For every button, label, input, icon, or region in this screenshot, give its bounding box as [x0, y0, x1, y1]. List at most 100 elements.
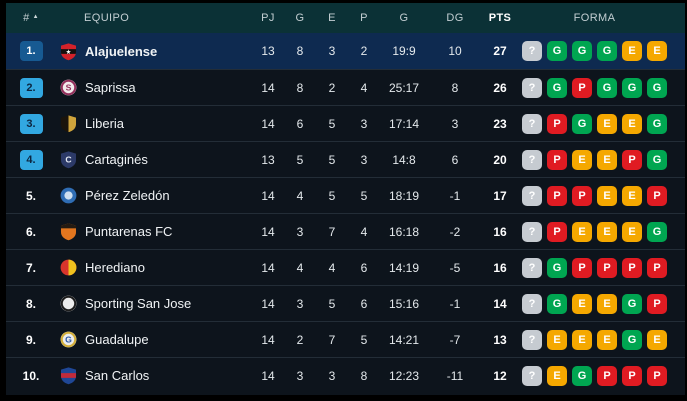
cell-pts: 12 [493, 368, 507, 383]
team-name[interactable]: Alajuelense [85, 43, 158, 59]
form-result-badge[interactable]: P [622, 257, 642, 278]
form-result-badge[interactable]: P [547, 113, 567, 134]
form-result-badge[interactable]: E [647, 329, 667, 350]
table-row[interactable]: 6. Puntarenas FC 14 3 7 4 16:18 -2 16 ? P… [6, 213, 685, 249]
team-name[interactable]: Herediano [85, 260, 145, 275]
form-result-badge[interactable]: G [647, 221, 667, 242]
form-cell: ? P E E E G [518, 221, 685, 242]
column-header-position[interactable]: # ▲ [6, 12, 56, 24]
form-result-badge[interactable]: E [622, 185, 642, 206]
team-name[interactable]: Puntarenas FC [85, 224, 173, 239]
form-result-badge[interactable]: E [622, 41, 642, 61]
form-upcoming-badge[interactable]: ? [522, 221, 542, 242]
form-result-badge[interactable]: G [597, 41, 617, 61]
form-result-badge[interactable]: P [547, 221, 567, 242]
team-name[interactable]: San Carlos [85, 368, 150, 383]
table-row[interactable]: 2. S Saprissa 14 8 2 4 25:17 8 26 ? G P G G G [6, 69, 685, 105]
cell-goles: 17:14 [388, 116, 420, 131]
form-result-badge[interactable]: G [547, 77, 567, 98]
form-result-badge[interactable]: P [622, 365, 642, 386]
svg-text:★: ★ [65, 48, 71, 55]
form-result-badge[interactable]: P [647, 365, 667, 386]
form-result-badge[interactable]: G [622, 293, 642, 314]
form-result-badge[interactable]: G [597, 77, 617, 98]
form-result-badge[interactable]: E [597, 329, 617, 350]
form-result-badge[interactable]: E [597, 221, 617, 242]
form-result-badge[interactable]: P [647, 257, 667, 278]
form-result-badge[interactable]: E [597, 293, 617, 314]
form-upcoming-badge[interactable]: ? [522, 185, 542, 206]
form-upcoming-badge[interactable]: ? [522, 257, 542, 278]
cell-pj: 14 [261, 296, 275, 311]
form-result-badge[interactable]: E [622, 221, 642, 242]
cell-pts: 13 [493, 332, 507, 347]
form-result-badge[interactable]: P [572, 77, 592, 98]
form-upcoming-badge[interactable]: ? [522, 113, 542, 134]
table-row[interactable]: 7. Herediano 14 4 4 6 14:19 -5 16 ? G P P P P [6, 249, 685, 285]
form-result-badge[interactable]: G [572, 365, 592, 386]
table-row[interactable]: 10. San Carlos 14 3 3 8 12:23 -11 12 ? E G… [6, 357, 685, 393]
team-name[interactable]: Cartaginés [85, 152, 148, 167]
cell-dg: -11 [446, 368, 464, 383]
table-row[interactable]: 3. Liberia 14 6 5 3 17:14 3 23 ? P G E E G [6, 105, 685, 141]
form-result-badge[interactable]: E [547, 329, 567, 350]
form-result-badge[interactable]: G [572, 41, 592, 61]
form-result-badge[interactable]: G [547, 257, 567, 278]
team-name[interactable]: Sporting San Jose [85, 296, 192, 311]
team-name[interactable]: Pérez Zeledón [85, 188, 170, 203]
form-result-badge[interactable]: P [547, 149, 567, 170]
cell-goles: 19:9 [392, 44, 416, 58]
team-name[interactable]: Liberia [85, 116, 125, 131]
form-result-badge[interactable]: G [647, 77, 667, 98]
form-result-badge[interactable]: E [597, 113, 617, 134]
form-result-badge[interactable]: G [572, 113, 592, 134]
form-result-badge[interactable]: G [622, 77, 642, 98]
cell-g: 3 [296, 224, 304, 239]
standings-table: # ▲ EQUIPO PJ G E P G DG PTS FORMA 1. ★ … [6, 3, 685, 395]
form-upcoming-badge[interactable]: ? [522, 329, 542, 350]
form-result-badge[interactable]: E [572, 293, 592, 314]
form-result-badge[interactable]: E [572, 329, 592, 350]
form-result-badge[interactable]: P [647, 185, 667, 206]
position-badge: 4. [19, 149, 43, 170]
form-result-badge[interactable]: P [622, 149, 642, 170]
form-result-badge[interactable]: E [647, 41, 667, 61]
table-row[interactable]: 1. ★ Alajuelense 13 8 3 2 19:9 10 27 ? G G… [6, 33, 685, 69]
table-header-row: # ▲ EQUIPO PJ G E P G DG PTS FORMA [6, 3, 685, 33]
form-result-badge[interactable]: E [597, 149, 617, 170]
form-result-badge[interactable]: G [547, 41, 567, 61]
form-result-badge[interactable]: P [547, 185, 567, 206]
form-result-badge[interactable]: P [572, 257, 592, 278]
cell-e: 5 [328, 116, 336, 131]
form-result-badge[interactable]: P [597, 365, 617, 386]
column-header-dg: DG [446, 12, 464, 24]
form-result-badge[interactable]: G [547, 293, 567, 314]
table-row[interactable]: 9. G Guadalupe 14 2 7 5 14:21 -7 13 ? E E E… [6, 321, 685, 357]
form-result-badge[interactable]: E [572, 221, 592, 242]
form-result-badge[interactable]: E [622, 113, 642, 134]
table-row[interactable]: 5. Pérez Zeledón 14 4 5 5 18:19 -1 17 ? P… [6, 177, 685, 213]
form-upcoming-badge[interactable]: ? [522, 365, 542, 386]
form-upcoming-badge[interactable]: ? [522, 41, 542, 61]
form-result-badge[interactable]: G [622, 329, 642, 350]
team-name[interactable]: Saprissa [85, 80, 136, 95]
form-result-badge[interactable]: E [572, 149, 592, 170]
form-result-badge[interactable]: P [647, 293, 667, 314]
position-badge: 2. [19, 77, 43, 98]
form-result-badge[interactable]: G [647, 149, 667, 170]
form-result-badge[interactable]: P [597, 257, 617, 278]
form-cell: ? P E E P G [518, 149, 685, 170]
team-name[interactable]: Guadalupe [85, 332, 149, 347]
position-badge: 7. [25, 260, 36, 275]
form-result-badge[interactable]: G [647, 113, 667, 134]
form-result-badge[interactable]: E [597, 185, 617, 206]
table-row[interactable]: 8. Sporting San Jose 14 3 5 6 15:16 -1 1… [6, 285, 685, 321]
table-row[interactable]: 4. C Cartaginés 13 5 5 3 14:8 6 20 ? P E E P… [6, 141, 685, 177]
form-result-badge[interactable]: P [572, 185, 592, 206]
form-result-badge[interactable]: E [547, 365, 567, 386]
form-upcoming-badge[interactable]: ? [522, 149, 542, 170]
form-upcoming-badge[interactable]: ? [522, 293, 542, 314]
form-upcoming-badge[interactable]: ? [522, 77, 542, 98]
cell-pj: 14 [261, 224, 275, 239]
